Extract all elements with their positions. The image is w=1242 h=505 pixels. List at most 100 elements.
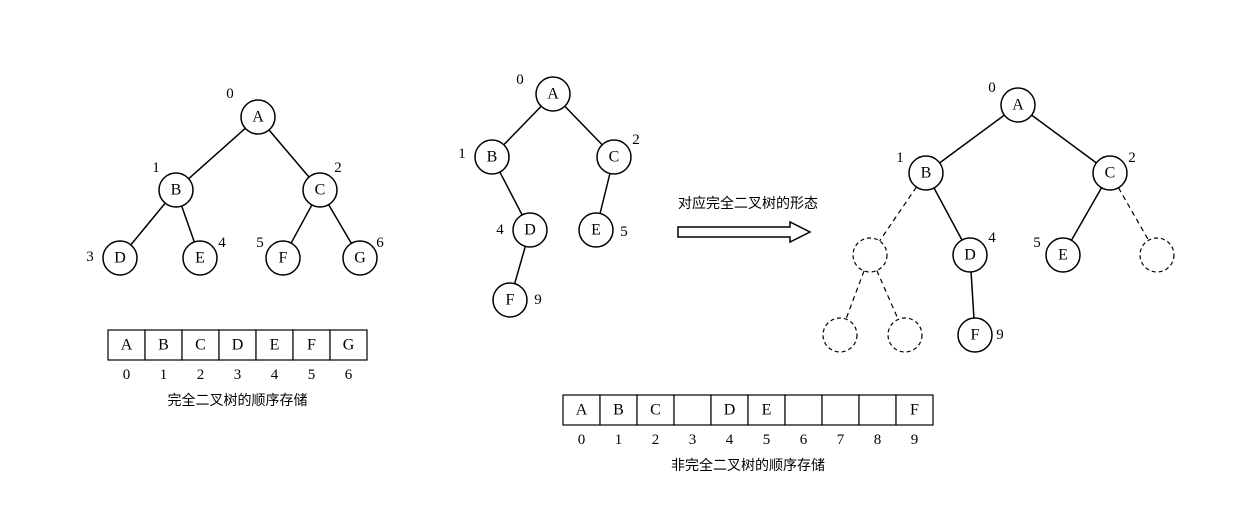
tree-edge — [1032, 115, 1097, 163]
tree-edge — [1118, 188, 1148, 241]
table-caption: 非完全二叉树的顺序存储 — [671, 457, 825, 474]
node-index: 0 — [988, 80, 996, 96]
table-cell-value: A — [121, 337, 133, 354]
node-label: E — [195, 250, 205, 267]
table-index: 8 — [874, 432, 882, 448]
tree-edge — [940, 115, 1005, 163]
node-label: D — [964, 247, 976, 264]
node-label: F — [279, 250, 288, 267]
node-empty — [1140, 238, 1174, 272]
table-cell — [674, 395, 711, 425]
table-cell-value: F — [910, 402, 919, 419]
table-cell-value: A — [576, 402, 588, 419]
table-cell-value: E — [762, 402, 772, 419]
node-index: 1 — [458, 146, 466, 162]
node-label: F — [506, 292, 515, 309]
table-cell-value: C — [195, 337, 206, 354]
node-index: 5 — [256, 235, 264, 251]
node-index: 9 — [534, 292, 542, 308]
node-index: 3 — [86, 249, 94, 265]
node-index: 0 — [226, 86, 234, 102]
node-index: 5 — [1033, 235, 1041, 251]
tree-edge — [846, 271, 864, 319]
node-label: B — [921, 165, 932, 182]
node-empty — [823, 318, 857, 352]
node-label: F — [971, 327, 980, 344]
arrow-icon — [678, 222, 810, 242]
table-cell-value: B — [613, 402, 624, 419]
node-label: C — [609, 149, 620, 166]
table-index: 0 — [578, 432, 586, 448]
node-index: 2 — [334, 160, 342, 176]
table-index: 5 — [308, 367, 316, 383]
node-index: 2 — [632, 132, 640, 148]
tree-edge — [504, 106, 541, 145]
tree-edge — [877, 271, 898, 320]
node-index: 6 — [376, 235, 384, 251]
node-index: 2 — [1128, 150, 1136, 166]
table-index: 1 — [160, 367, 168, 383]
node-label: C — [315, 182, 326, 199]
node-index: 9 — [996, 327, 1004, 343]
tree-edge — [500, 172, 522, 215]
node-index: 4 — [218, 235, 226, 251]
table-index: 0 — [123, 367, 131, 383]
table-index: 3 — [234, 367, 242, 383]
table-index: 6 — [345, 367, 353, 383]
node-index: 1 — [152, 160, 160, 176]
table-cell-value: G — [343, 337, 355, 354]
node-label: A — [547, 86, 559, 103]
node-label: A — [1012, 97, 1024, 114]
table-cell-value: D — [724, 402, 736, 419]
tree-edge — [131, 203, 165, 245]
node-empty — [853, 238, 887, 272]
node-label: B — [487, 149, 498, 166]
node-label: E — [591, 222, 601, 239]
tree-edge — [934, 188, 962, 240]
tree-edge — [1071, 188, 1101, 241]
table-index: 5 — [763, 432, 771, 448]
table-index: 7 — [837, 432, 845, 448]
node-index: 4 — [988, 230, 996, 246]
table-index: 2 — [652, 432, 660, 448]
tree-edge — [182, 206, 195, 242]
node-label: D — [114, 250, 126, 267]
node-label: D — [524, 222, 536, 239]
diagram-canvas: A0B1C2D3E4F5G6A0B1C2D3E4F5G6完全二叉树的顺序存储A0… — [0, 0, 1242, 505]
node-label: E — [1058, 247, 1068, 264]
node-label: A — [252, 109, 264, 126]
node-empty — [888, 318, 922, 352]
table-index: 2 — [197, 367, 205, 383]
table-cell — [822, 395, 859, 425]
tree-edge — [269, 130, 309, 177]
table-index: 6 — [800, 432, 808, 448]
arrow-label: 对应完全二叉树的形态 — [678, 195, 818, 212]
table-cell-value: C — [650, 402, 661, 419]
tree-edge — [880, 187, 917, 241]
table-index: 9 — [911, 432, 919, 448]
table-index: 4 — [271, 367, 279, 383]
table-cell-value: F — [307, 337, 316, 354]
node-index: 4 — [496, 222, 504, 238]
tree-edge — [971, 272, 974, 318]
tree-edge — [600, 174, 610, 214]
tree-edge — [189, 128, 246, 178]
table-caption: 完全二叉树的顺序存储 — [168, 392, 308, 409]
tree-edge — [329, 205, 352, 244]
tree-edge — [515, 246, 526, 283]
node-index: 1 — [896, 150, 904, 166]
node-label: G — [354, 250, 366, 267]
table-index: 4 — [726, 432, 734, 448]
tree-edge — [291, 205, 312, 243]
table-cell — [859, 395, 896, 425]
table-index: 3 — [689, 432, 697, 448]
node-label: B — [171, 182, 182, 199]
table-cell — [785, 395, 822, 425]
tree-edge — [565, 106, 602, 145]
table-cell-value: B — [158, 337, 169, 354]
table-cell-value: E — [270, 337, 280, 354]
table-cell-value: D — [232, 337, 244, 354]
node-index: 5 — [620, 224, 628, 240]
table-index: 1 — [615, 432, 623, 448]
node-label: C — [1105, 165, 1116, 182]
